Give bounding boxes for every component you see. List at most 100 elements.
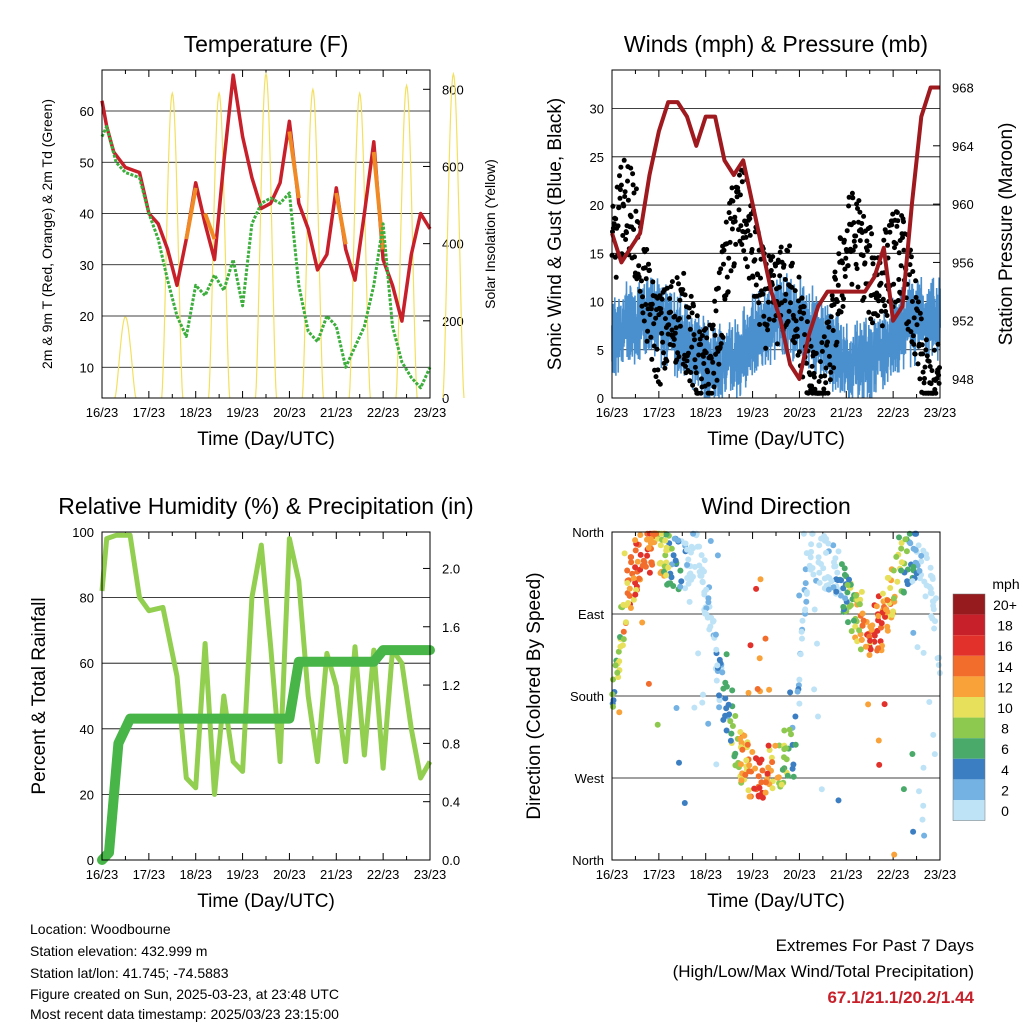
- gust-point: [713, 308, 719, 314]
- direction-point: [713, 761, 720, 768]
- gust-point: [911, 341, 917, 347]
- direction-point: [821, 575, 828, 582]
- direction-point: [930, 731, 937, 738]
- gust-point: [917, 376, 923, 382]
- gust-point: [680, 287, 686, 293]
- direction-point: [896, 534, 902, 541]
- direction-point: [710, 617, 717, 624]
- gust-point: [842, 274, 848, 279]
- gust-point: [771, 317, 777, 323]
- direction-point: [920, 764, 927, 771]
- direction-point: [873, 603, 880, 610]
- rh-y-tick-label: 0: [87, 853, 94, 868]
- colorbar-swatch: [953, 655, 985, 677]
- solar-y2-tick-label: 800: [442, 82, 464, 97]
- direction-point: [865, 701, 872, 708]
- gust-point: [681, 270, 687, 276]
- direction-point: [920, 802, 927, 809]
- gust-point: [744, 222, 749, 227]
- direction-point: [891, 851, 898, 858]
- direction-point: [894, 578, 901, 585]
- gust-point: [761, 313, 767, 319]
- direction-point: [916, 788, 922, 795]
- direction-point: [816, 579, 823, 586]
- direction-point: [737, 729, 744, 735]
- temp-y-tick-label: 60: [80, 104, 94, 119]
- gust-point: [795, 333, 801, 339]
- gust-point: [642, 265, 648, 271]
- gust-point: [630, 171, 636, 177]
- gust-point: [775, 257, 781, 263]
- direction-point: [772, 742, 779, 749]
- gust-point: [647, 312, 653, 318]
- direction-point: [828, 578, 835, 585]
- direction-point: [637, 551, 644, 558]
- gust-point: [826, 324, 832, 330]
- colorbar-swatch: [953, 758, 985, 780]
- gust-point: [910, 333, 916, 339]
- gust-point: [636, 263, 642, 269]
- gust-point: [853, 261, 859, 267]
- solar-y2-axis-label: Solar Insolation (Yellow): [482, 159, 498, 309]
- extremes-title: Extremes For Past 7 Days: [775, 936, 974, 955]
- x-axis-label-2: Time (Day/UTC): [197, 891, 335, 912]
- direction-point: [685, 556, 692, 563]
- colorbar-label: 4: [1001, 762, 1009, 778]
- x-axis-label-3: Time (Day/UTC): [707, 891, 845, 912]
- direction-point: [846, 576, 852, 583]
- gust-point: [655, 367, 661, 373]
- direction-point: [751, 785, 758, 792]
- direction-point: [932, 618, 938, 625]
- gust-point: [777, 249, 783, 255]
- gust-point: [645, 328, 651, 334]
- gust-point: [693, 370, 699, 376]
- gust-point: [829, 293, 835, 298]
- gust-point: [878, 308, 884, 314]
- direction-point: [713, 677, 720, 684]
- rh-y-axis-label: Percent & Total Rainfall: [29, 597, 50, 794]
- gust-point: [689, 344, 695, 350]
- gust-point: [677, 323, 683, 329]
- rh-y-tick-label: 40: [80, 722, 94, 737]
- gust-point: [694, 313, 700, 319]
- gust-point: [900, 235, 905, 241]
- direction-point: [781, 746, 788, 753]
- direction-point: [832, 563, 839, 570]
- direction-point: [879, 590, 886, 597]
- x-tick-label: 22/23: [877, 867, 910, 882]
- pressure-y2-axis-label: Station Pressure (Maroon): [996, 123, 1017, 346]
- direction-point: [769, 759, 776, 766]
- gust-point: [691, 303, 696, 309]
- direction-point: [794, 688, 801, 695]
- x-tick-label: 21/23: [830, 867, 863, 882]
- gust-point: [781, 262, 787, 268]
- solar-insolation-curve: [301, 87, 324, 399]
- direction-point: [909, 578, 916, 585]
- gust-point: [624, 230, 629, 236]
- direction-point: [927, 564, 934, 571]
- gust-point: [818, 359, 823, 365]
- gust-point: [777, 273, 783, 279]
- direction-point: [856, 601, 863, 608]
- gust-point: [895, 298, 901, 303]
- gust-point: [722, 296, 728, 302]
- gust-point: [675, 350, 681, 356]
- solar-insolation-curve: [442, 71, 465, 399]
- direction-point: [691, 704, 698, 711]
- direction-point: [876, 761, 883, 768]
- direction-point: [922, 593, 929, 600]
- direction-tick-label: West: [575, 771, 605, 786]
- gust-point: [625, 197, 631, 203]
- wind-y-tick-label: 15: [590, 246, 604, 261]
- direction-point: [676, 759, 682, 766]
- direction-point: [723, 727, 730, 734]
- direction-point: [815, 559, 822, 566]
- direction-point: [931, 751, 938, 758]
- gust-point: [703, 326, 709, 332]
- direction-point: [930, 598, 937, 605]
- gust-point: [827, 377, 833, 383]
- direction-point: [920, 547, 927, 554]
- gust-point: [674, 275, 680, 281]
- direction-point: [754, 686, 761, 692]
- direction-point: [705, 599, 712, 606]
